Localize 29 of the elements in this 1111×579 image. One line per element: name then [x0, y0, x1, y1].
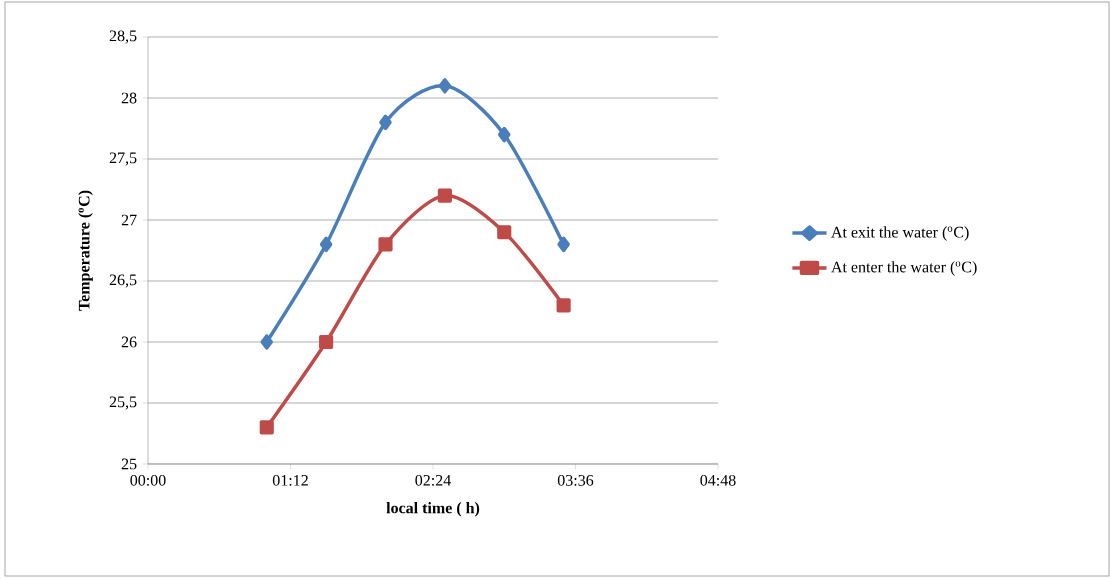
- y-tick-label: 25: [121, 458, 137, 470]
- legend-label: At enter the water ($^{o}$C): [831, 261, 977, 276]
- y-tick-label: 27,5: [109, 152, 137, 166]
- point: [319, 236, 333, 253]
- point: [319, 334, 334, 350]
- y-tick-label: 26: [121, 336, 137, 348]
- y-tick-label: 28,5: [109, 30, 137, 44]
- point: [378, 237, 393, 252]
- point: [557, 236, 570, 253]
- point: [379, 114, 392, 131]
- point: [260, 334, 273, 350]
- x-tick-label: 00:00: [130, 474, 166, 486]
- point: [497, 225, 512, 240]
- x-axis-title: local time ( h): [386, 502, 480, 517]
- y-tick-label: 26,5: [109, 274, 137, 288]
- x-tick-label: 01:12: [272, 474, 308, 486]
- point: [259, 420, 274, 435]
- point: [437, 188, 452, 203]
- point: [438, 78, 452, 94]
- legend-label: At exit the water ($^{o}$C): [831, 226, 969, 241]
- x-tick-label: 03:36: [557, 474, 594, 486]
- y-tick-label: 28: [121, 92, 137, 104]
- y-tick-label: 27: [121, 214, 137, 226]
- y-tick-label: 25,5: [109, 396, 137, 410]
- point: [498, 126, 511, 143]
- y-axis-title: Temperature ($^{o}$C): [78, 190, 93, 311]
- x-tick-label: 04:48: [700, 474, 736, 486]
- x-tick-label: 02:24: [415, 474, 451, 486]
- point: [556, 298, 571, 313]
